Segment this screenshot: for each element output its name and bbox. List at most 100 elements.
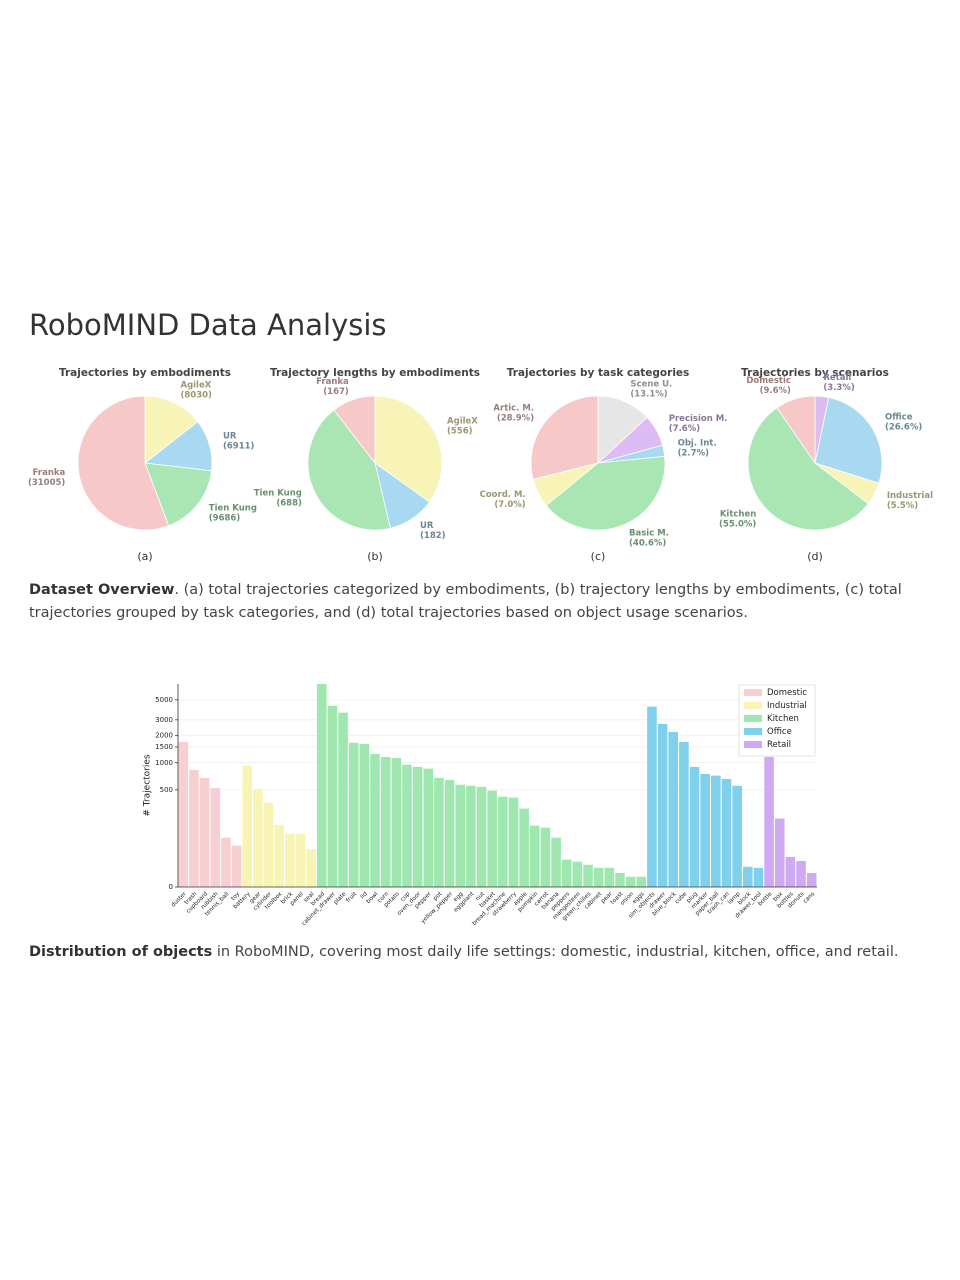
bar — [402, 764, 412, 887]
slice-value-label: (28.9%) — [497, 414, 534, 424]
slice-label: Industrial — [887, 491, 933, 501]
pie-slice — [374, 395, 443, 503]
bar — [487, 790, 497, 887]
bar — [306, 849, 316, 887]
pie-title: Trajectories by task categories — [507, 367, 690, 379]
bar — [689, 766, 700, 887]
slice-value-label: (167) — [323, 387, 349, 397]
bar — [178, 741, 189, 887]
bar — [806, 872, 817, 887]
bar — [231, 845, 242, 887]
bar — [604, 867, 615, 887]
bar — [498, 796, 508, 887]
caption-text: . (a) total trajectories categorized by … — [29, 582, 902, 621]
bar — [412, 766, 423, 887]
bar — [221, 837, 231, 887]
bar — [444, 779, 455, 887]
pie-title: Trajectories by scenarios — [741, 367, 889, 379]
slice-label: AgileX — [447, 417, 478, 427]
legend-swatch — [744, 702, 762, 709]
pie-title: Trajectories by embodiments — [59, 367, 231, 379]
slice-label: Office — [885, 413, 913, 423]
pie-slice — [530, 395, 599, 480]
pie-slice — [77, 395, 170, 531]
pie-slice — [333, 395, 376, 465]
bar — [327, 705, 338, 887]
panel-label: (d) — [807, 550, 823, 563]
x-tick-label: cans — [802, 891, 816, 905]
slice-label: Artic. M. — [493, 404, 534, 414]
pie-slice — [144, 395, 199, 464]
bar — [742, 866, 753, 887]
bar — [519, 808, 529, 887]
slice-label: AgileX — [180, 381, 211, 391]
bar — [647, 706, 657, 887]
bar — [274, 824, 284, 887]
slice-value-label: (8030) — [180, 391, 212, 401]
legend-swatch — [744, 741, 762, 748]
slice-label: Domestic — [746, 376, 791, 386]
bar — [508, 797, 519, 887]
page-heading: RoboMIND Data Analysis — [29, 308, 387, 342]
slice-label: UR — [223, 432, 237, 442]
bar — [253, 789, 263, 887]
legend-label: Retail — [767, 740, 791, 750]
slice-value-label: (40.6%) — [629, 538, 666, 548]
slice-value-label: (9.6%) — [760, 386, 791, 396]
x-tick-label: fruit — [345, 891, 358, 904]
y-tick-label: 500 — [160, 786, 173, 794]
slice-value-label: (55.0%) — [719, 519, 756, 529]
bar — [561, 859, 572, 887]
caption-bold: Dataset Overview — [29, 582, 175, 598]
legend-swatch — [744, 715, 762, 722]
slice-value-label: (31005) — [28, 478, 65, 488]
pie-slice — [144, 462, 212, 527]
slice-label: Tien Kung — [209, 503, 257, 513]
legend-label: Domestic — [767, 688, 807, 698]
slice-value-label: (182) — [420, 531, 446, 541]
caption-text: in RoboMIND, covering most daily life se… — [212, 944, 899, 960]
slice-label: Retail — [823, 373, 851, 383]
bar — [583, 864, 593, 887]
y-tick-label: 1000 — [155, 759, 173, 767]
bar — [796, 861, 806, 887]
bar — [476, 786, 487, 887]
slice-value-label: (7.6%) — [669, 424, 700, 434]
bar — [551, 837, 561, 887]
bar — [615, 872, 625, 887]
slice-label: Franka — [33, 468, 66, 478]
bar — [732, 785, 742, 887]
caption: Distribution of objects in RoboMIND, cov… — [29, 941, 934, 964]
bar — [572, 861, 583, 887]
bar — [668, 731, 679, 887]
legend-label: Office — [767, 727, 792, 737]
bar — [338, 712, 348, 887]
bar — [466, 785, 476, 887]
legend-swatch — [744, 728, 762, 735]
slice-value-label: (26.6%) — [885, 423, 922, 433]
slice-label: Scene U. — [630, 379, 672, 389]
x-tick-label: cup — [400, 891, 412, 903]
slice-value-label: (688) — [276, 498, 302, 508]
slice-label: Franka — [316, 377, 349, 387]
slice-value-label: (9686) — [209, 513, 241, 523]
slice-label: Obj. Int. — [678, 439, 717, 449]
bar — [625, 876, 636, 887]
pie-title: Trajectory lengths by embodiments — [270, 367, 480, 379]
legend-swatch — [744, 689, 762, 696]
y-tick-label: 5000 — [155, 696, 173, 704]
slice-value-label: (3.3%) — [823, 383, 854, 393]
slice-label: UR — [420, 521, 434, 531]
bar — [423, 768, 434, 887]
bar — [721, 779, 732, 887]
bar — [359, 743, 370, 887]
pie-slice — [597, 395, 648, 464]
x-tick-label: nut — [475, 891, 487, 903]
bar — [189, 769, 199, 887]
bar — [753, 867, 764, 887]
slice-label: Tien Kung — [254, 488, 302, 498]
x-tick-label: pot — [432, 891, 443, 902]
bar — [711, 775, 721, 887]
